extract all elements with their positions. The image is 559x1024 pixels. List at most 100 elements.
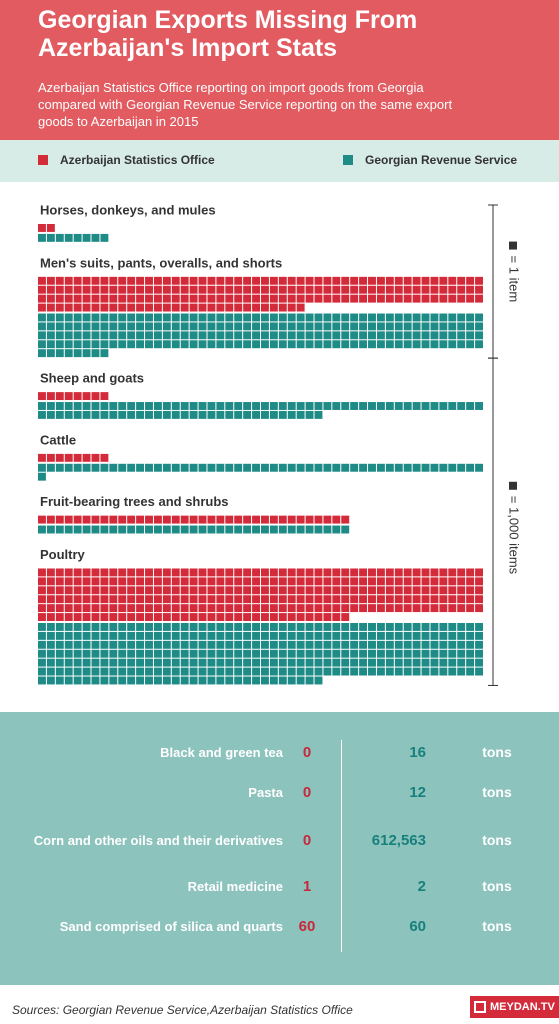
unit-square <box>394 331 403 340</box>
unit-square <box>261 525 269 534</box>
unit-square <box>466 568 475 577</box>
unit-square <box>261 595 269 604</box>
unit-square <box>171 525 180 534</box>
unit-square <box>55 640 64 649</box>
unit-square <box>269 667 278 676</box>
unit-square <box>394 294 403 303</box>
unit-square <box>225 667 234 676</box>
unit-square <box>269 294 278 303</box>
unit-square <box>359 463 368 472</box>
unit-square <box>82 453 91 462</box>
unit-square <box>278 640 287 649</box>
unit-square <box>261 463 269 472</box>
unit-square <box>109 331 118 340</box>
unit-square <box>207 676 216 685</box>
unit-square <box>55 676 64 685</box>
unit-square <box>64 349 73 358</box>
unit-square <box>100 613 109 621</box>
unit-square <box>127 340 136 349</box>
unit-square <box>189 340 198 349</box>
unit-square <box>376 322 385 331</box>
source: Sources: Georgian Revenue Service,Azerba… <box>12 1003 353 1017</box>
unit-square <box>136 285 145 294</box>
unit-square <box>448 285 457 294</box>
unit-square <box>136 303 145 312</box>
unit-square <box>46 595 55 604</box>
unit-square <box>421 340 430 349</box>
unit-square <box>64 568 73 577</box>
unit-square <box>189 604 198 613</box>
unit-square <box>171 331 180 340</box>
unit-square <box>394 340 403 349</box>
unit-square <box>171 631 180 640</box>
unit-square <box>100 595 109 604</box>
unit-square <box>136 340 145 349</box>
unit-square <box>466 402 475 410</box>
unit-square <box>269 410 278 419</box>
unit-square <box>466 586 475 595</box>
unit-square <box>305 640 314 649</box>
unit-square <box>153 303 162 312</box>
unit-square <box>412 276 421 285</box>
unit-square <box>91 613 100 621</box>
unit-square <box>38 472 46 481</box>
unit-square <box>385 595 394 604</box>
unit-square <box>189 623 198 631</box>
unit-square <box>64 577 73 586</box>
unit-square <box>64 525 73 534</box>
unit-square <box>118 604 127 613</box>
unit-square <box>109 623 118 631</box>
unit-square <box>171 285 180 294</box>
unit-square <box>269 331 278 340</box>
unit-square <box>100 294 109 303</box>
unit-square <box>261 303 269 312</box>
unit-square <box>180 285 189 294</box>
unit-square <box>100 515 109 524</box>
unit-square <box>439 631 448 640</box>
unit-square <box>136 676 145 685</box>
unit-square <box>64 623 73 631</box>
unit-square <box>243 649 252 658</box>
unit-square <box>198 604 207 613</box>
unit-square <box>269 577 278 586</box>
unit-square <box>225 525 234 534</box>
unit-square <box>278 285 287 294</box>
unit-square <box>171 276 180 285</box>
unit-square <box>457 331 466 340</box>
unit-square <box>180 676 189 685</box>
unit-square <box>287 623 296 631</box>
unit-square <box>46 402 55 410</box>
unit-square <box>153 410 162 419</box>
unit-square <box>296 649 305 658</box>
unit-square <box>261 640 269 649</box>
unit-square <box>376 631 385 640</box>
unit-square <box>296 631 305 640</box>
unit-square <box>207 276 216 285</box>
unit-square <box>55 631 64 640</box>
unit-square <box>376 667 385 676</box>
unit-square <box>64 515 73 524</box>
unit-square <box>118 631 127 640</box>
unit-square <box>180 463 189 472</box>
unit-square <box>475 313 483 322</box>
unit-square <box>457 649 466 658</box>
unit-square <box>234 676 243 685</box>
unit-square <box>261 276 269 285</box>
unit-square <box>171 294 180 303</box>
unit-square <box>269 640 278 649</box>
unit-square <box>412 322 421 331</box>
unit-square <box>466 631 475 640</box>
unit-square <box>189 613 198 621</box>
unit-square <box>261 631 269 640</box>
unit-square <box>38 349 46 358</box>
unit-square <box>394 568 403 577</box>
unit-square <box>475 667 483 676</box>
unit-square <box>403 631 412 640</box>
unit-square <box>91 604 100 613</box>
unit-square <box>38 276 46 285</box>
unit-square <box>100 453 109 462</box>
unit-square <box>46 676 55 685</box>
unit-square <box>136 658 145 667</box>
unit-square <box>314 577 323 586</box>
unit-square <box>287 515 296 524</box>
